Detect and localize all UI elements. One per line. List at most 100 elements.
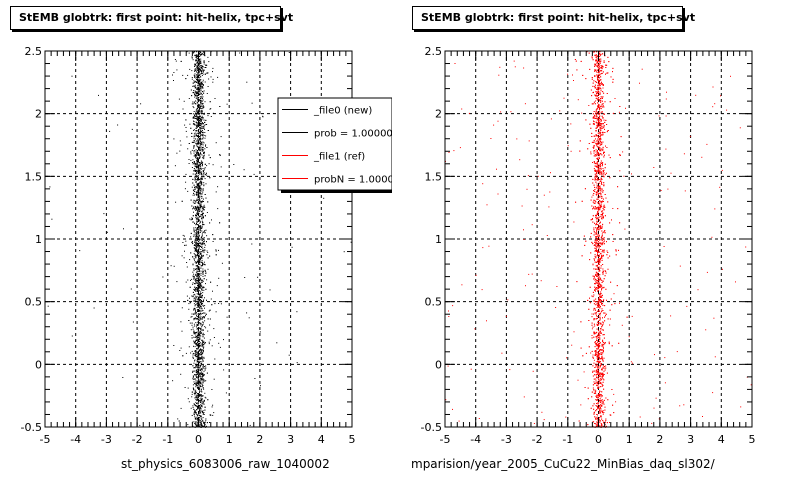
scatter-point [199, 131, 201, 133]
scatter-point [713, 317, 715, 319]
scatter-point [196, 209, 198, 211]
scatter-point [201, 302, 203, 304]
scatter-point [192, 275, 194, 277]
scatter-point [202, 275, 204, 277]
scatter-point [191, 278, 193, 280]
scatter-point [448, 152, 450, 153]
scatter-point [199, 187, 201, 189]
scatter-point [200, 297, 202, 298]
scatter-point [482, 247, 484, 249]
scatter-point [194, 186, 196, 188]
scatter-point [239, 52, 241, 54]
scatter-point [197, 209, 199, 211]
scatter-point [198, 286, 200, 288]
scatter-point [705, 329, 707, 331]
scatter-point [201, 177, 203, 179]
scatter-point [193, 294, 195, 296]
scatter-point [201, 165, 203, 167]
scatter-point [199, 195, 201, 197]
scatter-point [79, 250, 81, 252]
scatter-point [197, 368, 199, 370]
scatter-point [197, 178, 198, 180]
scatter-point [199, 107, 201, 109]
scatter-point [193, 141, 195, 143]
scatter-point [203, 169, 205, 171]
scatter-point [196, 405, 198, 407]
scatter-point [205, 64, 207, 66]
scatter-point [197, 272, 199, 274]
scatter-point [201, 206, 203, 208]
scatter-point [194, 194, 195, 196]
scatter-point [203, 249, 205, 251]
scatter-point [200, 216, 202, 218]
scatter-point [194, 170, 196, 172]
scatter-point [524, 103, 526, 105]
scatter-point [204, 366, 205, 368]
scatter-point [176, 152, 178, 154]
scatter-point [204, 249, 206, 251]
scatter-point [193, 323, 195, 325]
scatter-point [210, 108, 212, 110]
scatter-point [195, 374, 197, 376]
scatter-point [196, 170, 198, 172]
scatter-point [203, 142, 205, 144]
scatter-point [122, 377, 124, 378]
scatter-point [200, 422, 202, 424]
scatter-point [202, 410, 204, 412]
scatter-point [194, 350, 196, 352]
scatter-point [198, 354, 200, 356]
scatter-point [199, 162, 200, 163]
scatter-point [198, 184, 200, 186]
scatter-point [199, 82, 201, 84]
scatter-point [200, 378, 202, 380]
scatter-point [202, 366, 204, 368]
scatter-point [197, 154, 199, 155]
scatter-point [193, 413, 195, 415]
scatter-point [198, 246, 200, 248]
scatter-point [201, 71, 202, 72]
scatter-point [197, 75, 198, 77]
scatter-point [196, 228, 197, 230]
scatter-point [323, 197, 325, 199]
scatter-point [195, 312, 197, 314]
scatter-point [197, 77, 199, 79]
scatter-point [679, 265, 681, 267]
scatter-point [181, 255, 183, 257]
scatter-point [196, 61, 198, 63]
scatter-point [191, 141, 193, 143]
scatter-point [192, 208, 194, 210]
scatter-point [201, 131, 202, 133]
scatter-point [201, 54, 202, 56]
scatter-point [195, 134, 197, 136]
scatter-point [201, 174, 203, 176]
scatter-point [195, 167, 197, 169]
scatter-point [195, 54, 197, 56]
scatter-point [196, 118, 198, 120]
scatter-point [193, 411, 195, 413]
scatter-point [202, 131, 203, 133]
scatter-point [207, 115, 209, 117]
scatter-point [202, 378, 204, 380]
scatter-point [202, 134, 204, 136]
scatter-point [198, 240, 200, 242]
scatter-point [194, 178, 196, 180]
scatter-point [189, 286, 191, 288]
scatter-point [197, 250, 199, 252]
scatter-point [191, 205, 193, 207]
scatter-point [201, 343, 203, 345]
scatter-point [195, 134, 197, 136]
scatter-point [195, 170, 197, 172]
scatter-point [198, 246, 200, 247]
scatter-point [196, 125, 198, 127]
scatter-point [198, 393, 200, 395]
scatter-point [206, 299, 207, 301]
scatter-point [193, 121, 195, 123]
scatter-point [197, 289, 199, 291]
scatter-point [199, 270, 201, 272]
scatter-point [202, 411, 203, 413]
scatter-point [201, 171, 203, 173]
scatter-point [200, 313, 202, 315]
scatter-point [528, 140, 530, 142]
scatter-point [201, 345, 203, 347]
scatter-point [130, 288, 132, 290]
